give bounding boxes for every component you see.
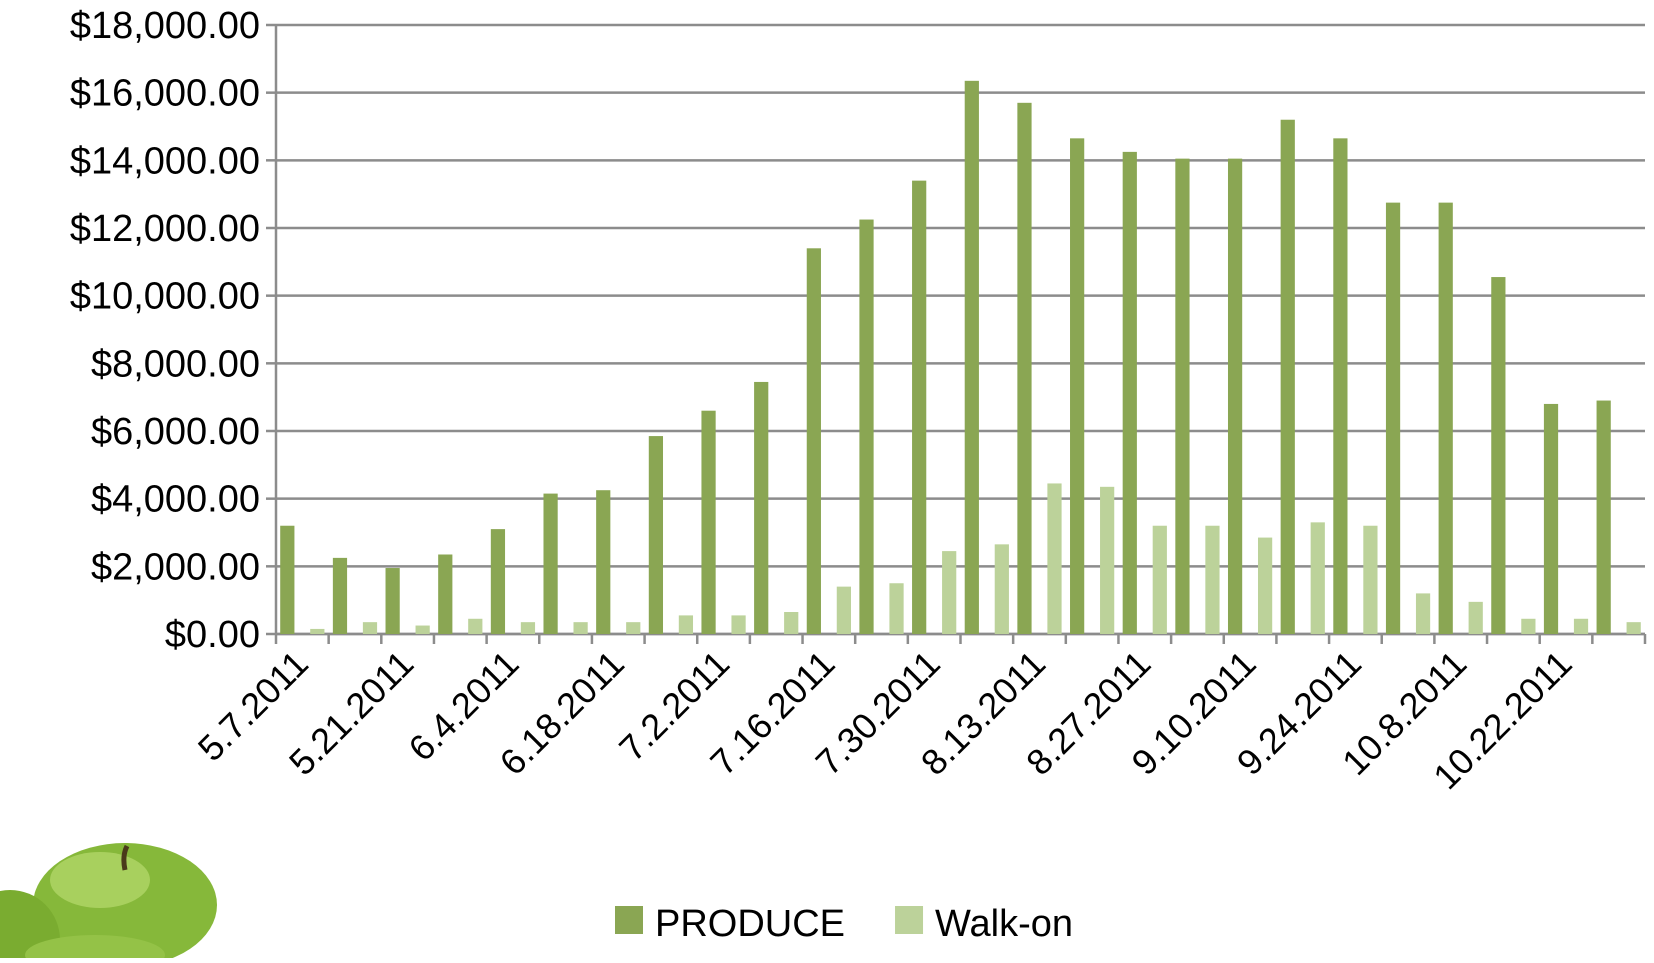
bar <box>1468 601 1483 634</box>
bar <box>994 544 1009 634</box>
bar <box>438 554 453 634</box>
bar <box>806 248 821 635</box>
legend-label: PRODUCE <box>655 903 845 945</box>
bar <box>648 436 664 634</box>
bar <box>1047 483 1062 634</box>
bar <box>1438 202 1453 634</box>
bar <box>942 551 957 634</box>
bar <box>1626 622 1641 634</box>
y-tick-label: $12,000.00 <box>70 208 260 250</box>
bar <box>859 219 874 634</box>
bar <box>678 615 694 634</box>
bar <box>1596 400 1611 634</box>
apple-decoration <box>0 843 217 963</box>
bar <box>596 490 611 634</box>
bar <box>543 493 558 634</box>
bar <box>1017 102 1032 635</box>
bar <box>1310 522 1325 634</box>
bar <box>1280 119 1295 634</box>
bar <box>1257 537 1273 634</box>
bar <box>332 557 348 634</box>
y-tick-label: $14,000.00 <box>70 140 260 182</box>
y-tick-label: $4,000.00 <box>91 479 260 521</box>
bar <box>784 612 799 634</box>
bar <box>1205 525 1220 634</box>
bar <box>912 180 927 634</box>
bar <box>385 568 400 634</box>
bar <box>754 381 769 634</box>
legend-label: Walk-on <box>935 903 1073 945</box>
bar <box>731 615 746 634</box>
bar <box>1227 158 1243 634</box>
bar <box>415 625 430 634</box>
bar <box>1491 277 1506 634</box>
bar <box>626 622 641 634</box>
bar <box>280 525 295 634</box>
bar <box>1175 158 1190 634</box>
bar <box>1100 486 1115 634</box>
y-tick-label: $2,000.00 <box>91 546 260 588</box>
bar <box>362 622 378 634</box>
bar <box>1070 138 1085 634</box>
bar <box>490 529 506 634</box>
bar <box>964 80 979 634</box>
y-tick-label: $16,000.00 <box>70 73 260 115</box>
bar <box>1521 618 1536 634</box>
legend-swatch <box>615 906 643 934</box>
bar <box>1152 525 1167 634</box>
bar <box>1415 593 1431 634</box>
y-tick-label: $0.00 <box>165 614 260 656</box>
bar <box>310 628 325 634</box>
bar <box>573 622 588 634</box>
bar <box>1543 403 1559 634</box>
y-tick-label: $18,000.00 <box>70 5 260 47</box>
bar <box>836 586 851 634</box>
bar <box>468 618 483 634</box>
bar <box>1573 618 1589 634</box>
bar <box>889 583 904 634</box>
y-tick-label: $6,000.00 <box>91 411 260 453</box>
bar <box>1363 525 1378 634</box>
legend: PRODUCE Walk-on <box>615 903 1073 945</box>
legend-swatch <box>895 906 924 934</box>
bar <box>1385 202 1401 634</box>
bar <box>520 622 536 634</box>
y-tick-label: $10,000.00 <box>70 276 260 318</box>
y-tick-label: $8,000.00 <box>91 343 260 385</box>
bar <box>1122 151 1137 634</box>
bar <box>701 410 716 634</box>
bar <box>1333 138 1348 634</box>
